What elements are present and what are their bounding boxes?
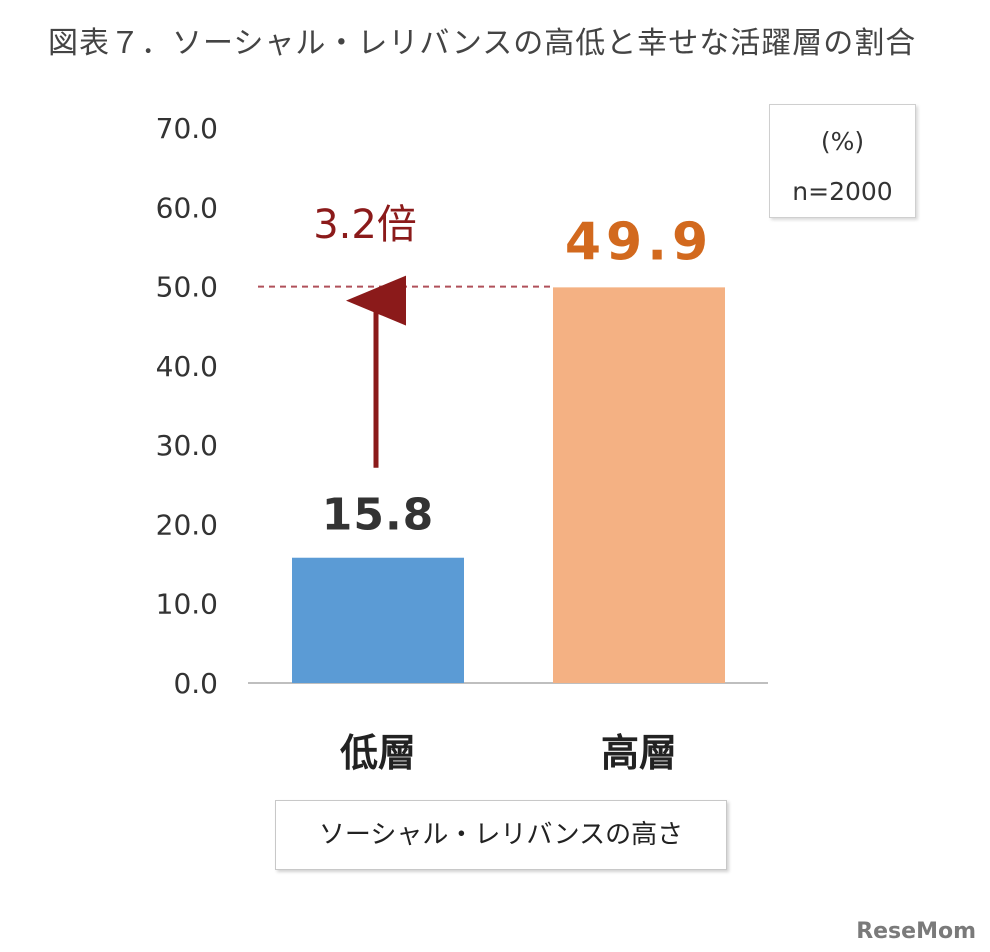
y-tick-label: 40.0	[156, 350, 218, 383]
data-label-0: 15.8	[322, 490, 435, 541]
bar-0	[292, 557, 464, 683]
legend-box: (%) n=2000	[769, 104, 916, 218]
category-label-0: 低層	[340, 731, 416, 775]
brand-logo: ReseMom	[856, 919, 976, 944]
y-tick-label: 20.0	[156, 508, 218, 541]
x-axis-title: ソーシャル・レリバンスの高さ	[275, 800, 727, 870]
category-labels: 低層 高層	[340, 731, 677, 775]
ratio-annotation: 3.2倍	[313, 202, 417, 248]
y-tick-label: 50.0	[156, 271, 218, 304]
data-labels: 15.8 49.9	[322, 212, 713, 541]
y-tick-label: 0.0	[173, 667, 218, 700]
bars	[292, 287, 725, 683]
bar-1	[553, 287, 725, 683]
data-label-1: 49.9	[565, 212, 713, 272]
legend-unit: (%)	[820, 127, 865, 156]
category-label-1: 高層	[601, 731, 677, 775]
y-axis-ticks: 0.0 10.0 20.0 30.0 40.0 50.0 60.0 70.0	[156, 112, 768, 700]
y-tick-label: 60.0	[156, 191, 218, 224]
annotation-group: 3.2倍	[258, 202, 555, 468]
chart-title: 図表７．ソーシャル・レリバンスの高低と幸せな活躍層の割合	[48, 26, 917, 61]
legend-sample-size: n=2000	[792, 177, 893, 206]
y-tick-label: 70.0	[156, 112, 218, 145]
y-tick-label: 10.0	[156, 588, 218, 621]
y-tick-label: 30.0	[156, 429, 218, 462]
